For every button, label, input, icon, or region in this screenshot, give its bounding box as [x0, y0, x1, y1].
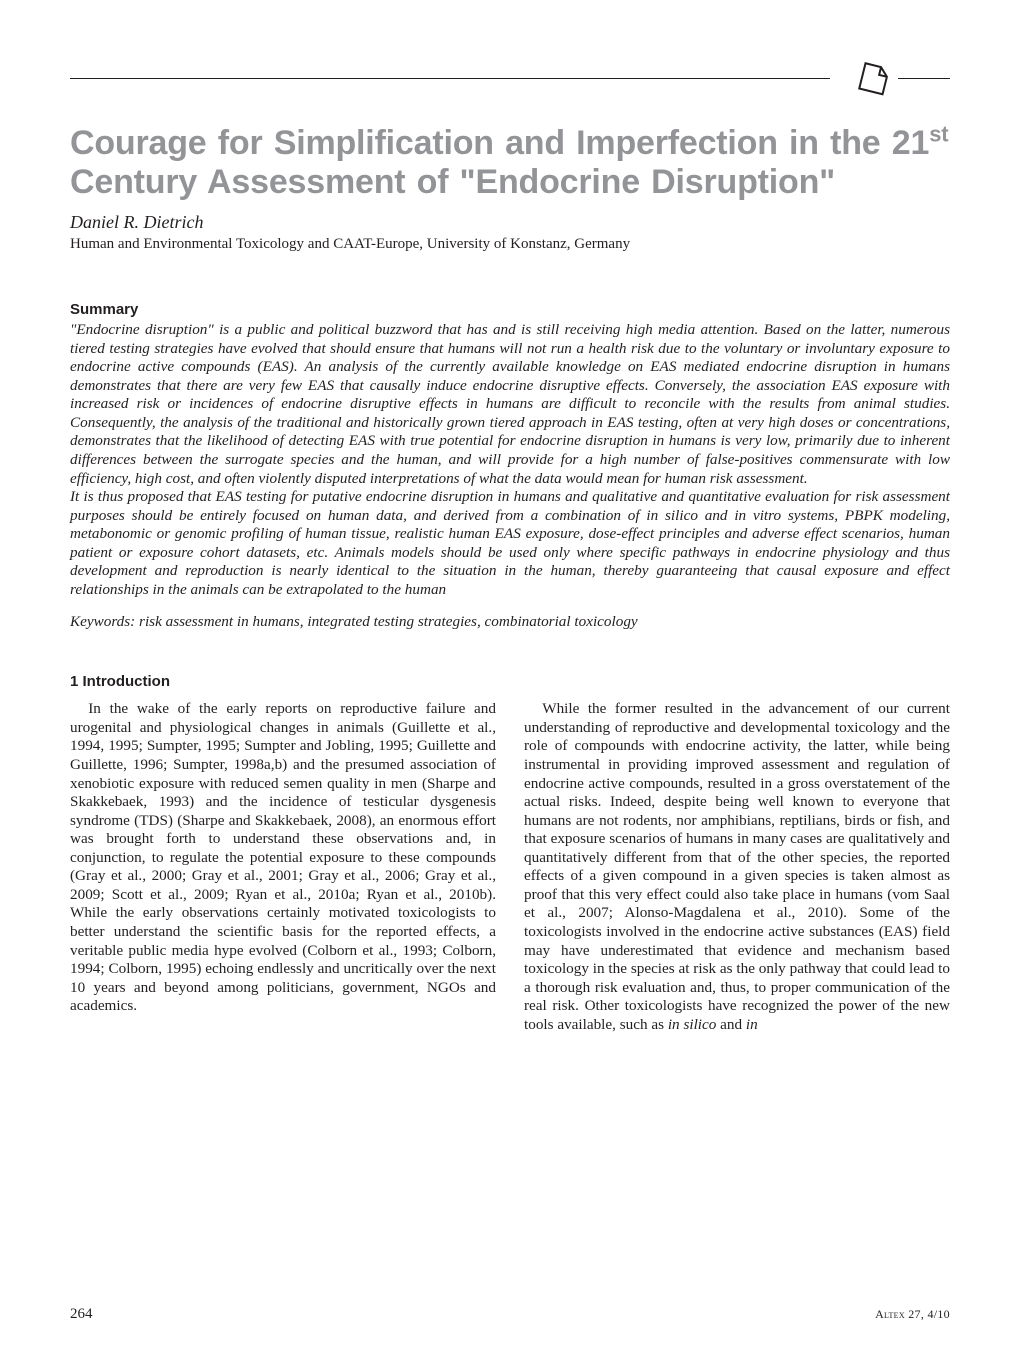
paper-title: Courage for Simplification and Imperfect… [70, 124, 950, 202]
intro-col1-text: In the wake of the early reports on repr… [70, 700, 496, 1014]
journal-ref: Altex 27, 4/10 [875, 1307, 950, 1322]
summary-para-1: "Endocrine disruption" is a public and p… [70, 321, 950, 488]
intro-col2-text: While the former resulted in the advance… [524, 700, 950, 1032]
page-footer: 264 Altex 27, 4/10 [70, 1306, 950, 1323]
intro-body: In the wake of the early reports on repr… [70, 700, 950, 1034]
summary-body: "Endocrine disruption" is a public and p… [70, 321, 950, 599]
summary-heading: Summary [70, 301, 950, 318]
author-affiliation: Human and Environmental Toxicology and C… [70, 236, 950, 253]
intro-col1: In the wake of the early reports on repr… [70, 700, 496, 1015]
author-name: Daniel R. Dietrich [70, 212, 950, 233]
intro-heading: 1 Introduction [70, 673, 950, 690]
document-icon [856, 62, 894, 96]
summary-para-2: It is thus proposed that EAS testing for… [70, 488, 950, 599]
rule-segment-right [898, 78, 950, 79]
page-number: 264 [70, 1306, 93, 1323]
intro-col2: While the former resulted in the advance… [524, 700, 950, 1034]
rule-segment-left [70, 78, 830, 79]
keywords-line: Keywords: risk assessment in humans, int… [70, 613, 950, 631]
top-rule [70, 60, 950, 96]
